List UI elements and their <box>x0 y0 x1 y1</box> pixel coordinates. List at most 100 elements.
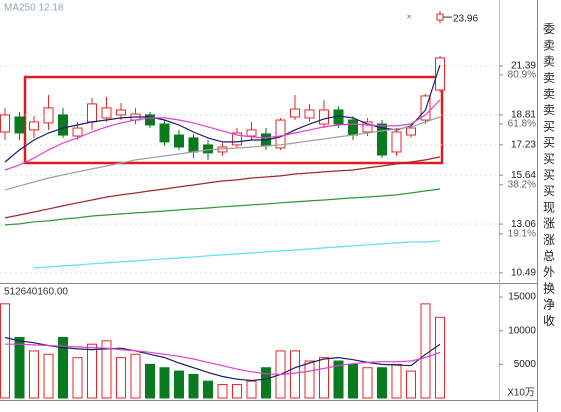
volume-title: 512640160.00 <box>4 287 68 298</box>
volume-bar <box>348 363 358 399</box>
side-label: 收 <box>543 314 555 328</box>
side-label: 买 <box>543 136 555 150</box>
volume-bar <box>58 336 68 399</box>
candle-body <box>58 114 68 136</box>
moving-average-line <box>5 343 441 376</box>
candle-body <box>246 129 257 137</box>
side-label: 买 <box>543 119 555 133</box>
y-tick-label: 13.06 <box>511 219 536 230</box>
candle-body <box>159 123 170 143</box>
candle-body <box>275 119 286 149</box>
side-label: 涨 <box>543 216 555 231</box>
candle-body <box>203 144 213 154</box>
volume-bar <box>0 303 10 399</box>
volume-bar <box>145 363 155 399</box>
volume-bar <box>159 367 170 399</box>
side-label: 涨 <box>543 232 555 247</box>
volume-bar <box>362 367 373 399</box>
candle-body <box>362 121 373 133</box>
volume-bar <box>116 357 126 399</box>
y-tick-label: 21.39 <box>511 61 536 72</box>
candle-body <box>290 108 300 118</box>
y-tick-label: 15000 <box>508 292 536 303</box>
volume-bar <box>43 353 54 399</box>
moving-average-line <box>4 188 441 226</box>
moving-average-line <box>4 64 441 163</box>
side-label: 外 <box>543 265 555 279</box>
volume-bar <box>304 360 315 399</box>
moving-average-line <box>4 156 441 219</box>
volume-bar <box>246 380 257 399</box>
y-tick-label: 17.23 <box>511 140 536 151</box>
max-marker-body <box>436 13 444 21</box>
side-label: 卖 <box>543 55 555 69</box>
volume-bar <box>333 360 344 399</box>
candle-body <box>72 127 83 137</box>
volume-bar <box>87 343 97 399</box>
volume-bar <box>203 380 213 399</box>
volume-bar <box>188 373 199 399</box>
y-tick-label: 15.64 <box>511 170 536 181</box>
y-tick-label: 19.1% <box>508 228 536 239</box>
candle-body <box>43 107 54 124</box>
y-tick-label: 10.49 <box>511 268 536 279</box>
moving-average-line <box>33 240 441 269</box>
candle-body <box>29 121 39 131</box>
side-label: 卖 <box>543 103 555 117</box>
volume-bar <box>420 303 431 399</box>
candle-body <box>435 57 445 91</box>
moving-average-line <box>4 99 441 171</box>
indicator-label: MA250 12.18 <box>4 3 64 14</box>
candle-body <box>348 119 358 136</box>
volume-bar <box>29 350 39 399</box>
candle-body <box>232 132 242 146</box>
side-label: 买 <box>543 152 555 166</box>
volume-unit: X10万 <box>507 388 535 399</box>
moving-average-line <box>4 116 441 191</box>
candle-body <box>14 116 25 134</box>
volume-bar <box>130 353 141 399</box>
side-label: 买 <box>543 184 555 198</box>
y-tick-label: 10000 <box>508 325 536 336</box>
candle-body <box>304 109 315 119</box>
marker-x: × <box>406 11 411 21</box>
candle-body <box>420 95 431 121</box>
volume-bar <box>377 367 387 399</box>
y-tick-label: 18.81 <box>511 110 536 121</box>
volume-bar <box>435 316 445 399</box>
highlight-box <box>23 75 444 165</box>
volume-bar <box>406 370 416 399</box>
volume-bar <box>101 340 112 399</box>
max-price-label: 23.96 <box>453 14 478 25</box>
y-tick-label: 80.9% <box>508 69 536 80</box>
candle-body <box>391 131 402 153</box>
side-label: 买 <box>543 168 555 182</box>
candle-body <box>101 107 112 119</box>
volume-bar <box>217 384 228 399</box>
candle-body <box>406 127 416 136</box>
candle-body <box>377 123 387 156</box>
side-label: 委 <box>543 22 555 36</box>
y-tick-label: 38.2% <box>508 179 536 190</box>
side-label: 现 <box>543 200 555 214</box>
volume-bar <box>232 384 242 399</box>
candle-body <box>0 114 10 133</box>
volume-bar <box>290 350 300 399</box>
volume-bar <box>391 363 402 399</box>
candle-body <box>319 109 329 125</box>
side-label: 卖 <box>543 38 555 52</box>
side-label: 换 <box>543 281 555 295</box>
candle-body <box>174 134 184 148</box>
side-label: 总 <box>543 249 555 263</box>
volume-bar <box>174 370 184 399</box>
side-label: 卖 <box>543 71 555 85</box>
side-label: 卖 <box>543 87 555 101</box>
candle-body <box>116 109 126 116</box>
y-tick-label: 5000 <box>514 359 537 370</box>
volume-bar <box>72 357 83 399</box>
volume-bar <box>14 336 25 399</box>
volume-bar <box>261 367 271 399</box>
